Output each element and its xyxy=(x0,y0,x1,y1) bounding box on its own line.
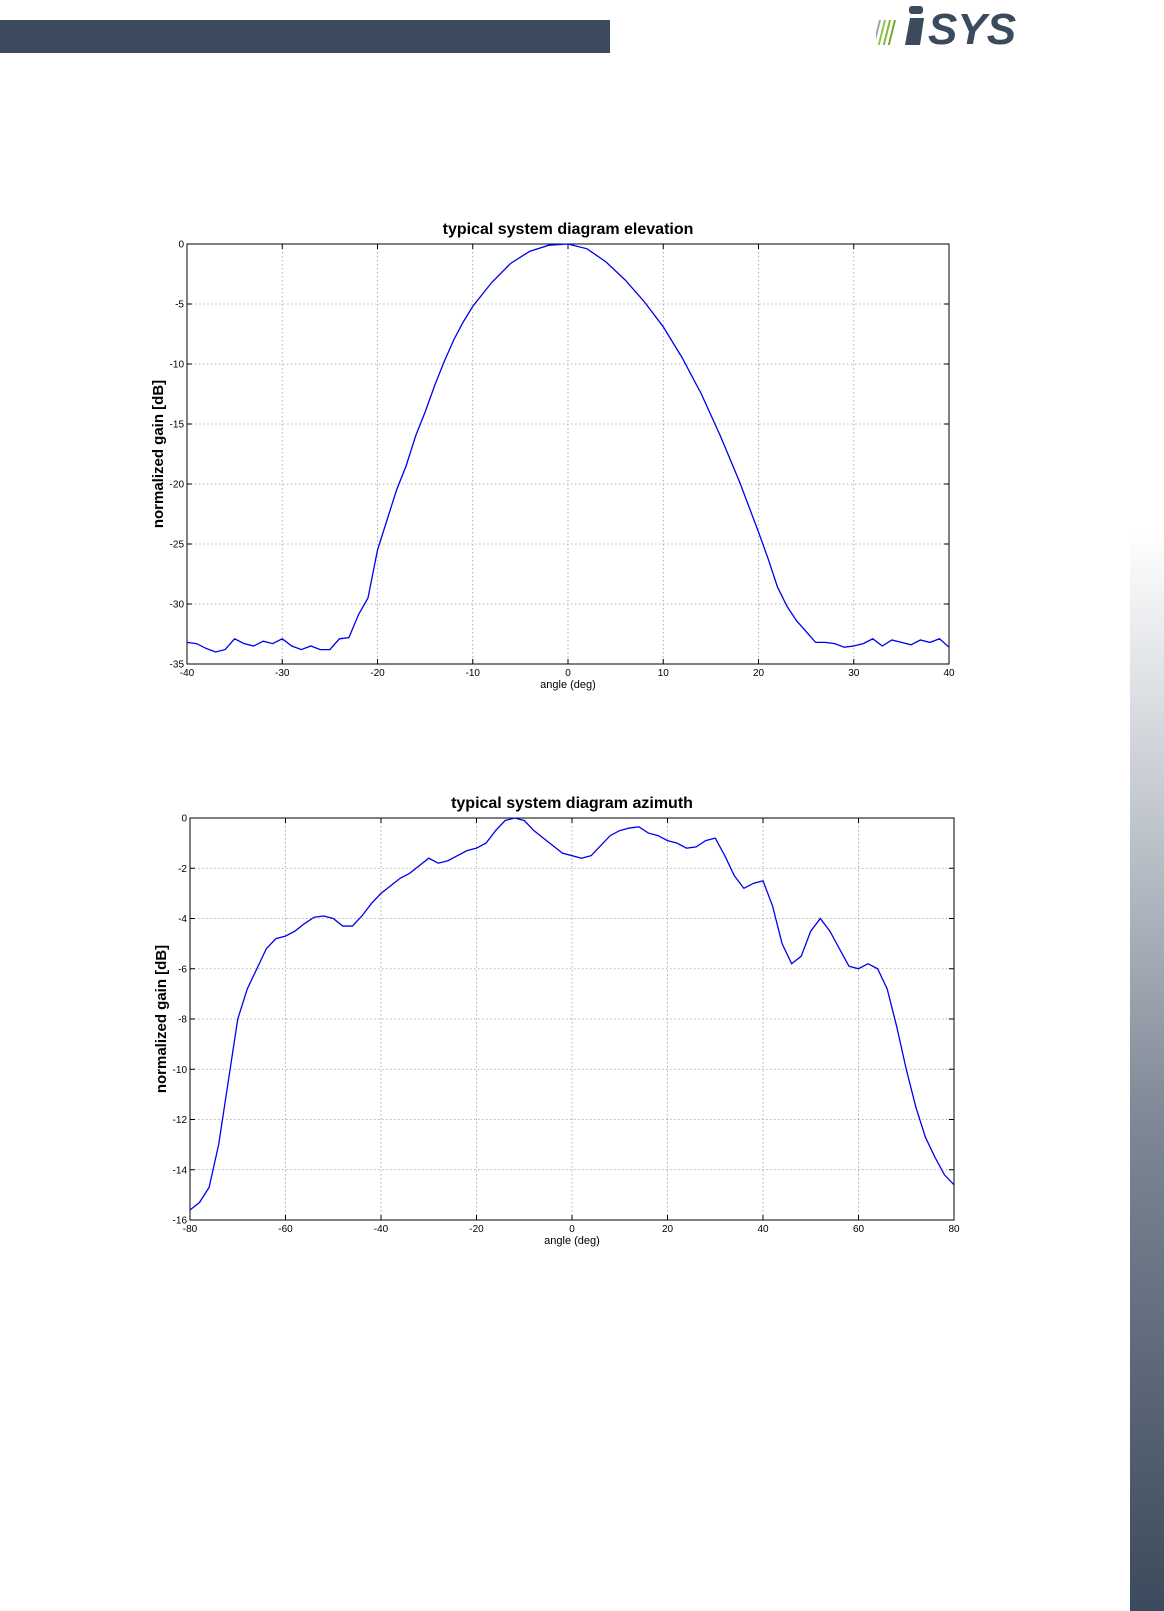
y-tick-label: -25 xyxy=(170,540,185,551)
x-tick-label: 40 xyxy=(943,668,955,679)
y-tick-label: -10 xyxy=(173,1065,188,1076)
y-tick-label: 0 xyxy=(178,240,184,251)
y-tick-label: -30 xyxy=(170,600,185,611)
y-tick-label: -4 xyxy=(178,914,187,925)
series-line xyxy=(186,243,950,653)
x-tick-label: 0 xyxy=(569,1224,575,1235)
y-axis-label: normalized gain [dB] xyxy=(150,380,167,528)
x-tick-label: -40 xyxy=(180,668,195,679)
x-tick-label: -80 xyxy=(183,1224,198,1235)
logo-i-dot xyxy=(909,6,923,14)
x-tick-label: 60 xyxy=(853,1224,865,1235)
header-bar xyxy=(0,20,610,53)
x-tick-label: -10 xyxy=(466,668,481,679)
x-tick-label: 30 xyxy=(848,668,860,679)
y-tick-label: -20 xyxy=(170,480,185,491)
x-axis-label: angle (deg) xyxy=(540,679,596,691)
y-tick-label: -15 xyxy=(170,420,185,431)
x-tick-label: -20 xyxy=(469,1224,484,1235)
x-tick-label: 20 xyxy=(753,668,765,679)
x-tick-label: -60 xyxy=(278,1224,293,1235)
logo-i-stem xyxy=(905,18,924,45)
series-line xyxy=(189,817,955,1211)
x-tick-label: 40 xyxy=(757,1224,769,1235)
chart-azimuth: -80 -60 -40 -20 0 20 40 60 80 0 -2 -4 -6 -8 -10 -12 -14 -… xyxy=(153,795,960,1247)
x-axis-label: angle (deg) xyxy=(544,1235,600,1247)
logo-stripes-icon xyxy=(876,20,897,45)
x-tick-label: 20 xyxy=(662,1224,674,1235)
chart-title: typical system diagram azimuth xyxy=(451,795,693,812)
y-tick-label: -2 xyxy=(178,864,187,875)
y-axis-label: normalized gain [dB] xyxy=(153,945,170,1093)
logo-text: SYS xyxy=(928,5,1016,52)
y-tick-label: -8 xyxy=(178,1015,187,1026)
x-tick-label: 0 xyxy=(565,668,571,679)
chart-title: typical system diagram elevation xyxy=(443,221,694,238)
y-tick-label: -16 xyxy=(173,1216,188,1227)
x-tick-label: -40 xyxy=(374,1224,389,1235)
isys-logo: SYS xyxy=(876,5,1016,52)
chart-elevation: -40 -30 -20 -10 0 10 20 30 40 0 -5 -10 -15 -20 -25 -30 -… xyxy=(150,221,955,691)
y-tick-label: 0 xyxy=(181,814,187,825)
y-tick-label: -35 xyxy=(170,660,185,671)
x-tick-label: 10 xyxy=(658,668,670,679)
y-tick-label: -6 xyxy=(178,964,187,975)
y-tick-label: -12 xyxy=(173,1115,188,1126)
y-tick-label: -14 xyxy=(173,1165,188,1176)
side-gradient-band xyxy=(1130,530,1164,1611)
x-tick-label: -30 xyxy=(275,668,290,679)
x-tick-label: -20 xyxy=(370,668,385,679)
x-tick-label: 80 xyxy=(948,1224,960,1235)
y-tick-label: -10 xyxy=(170,360,185,371)
y-tick-label: -5 xyxy=(175,300,184,311)
